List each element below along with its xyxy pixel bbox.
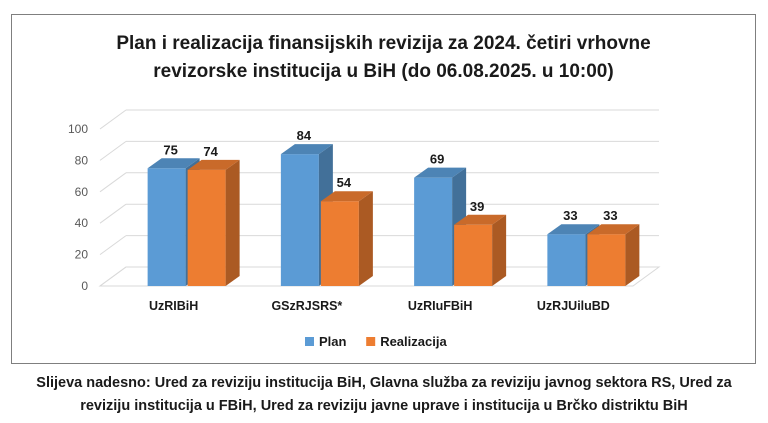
bar-top [547,224,600,235]
chart-title-line-1: Plan i realizacija finansijskih revizija… [116,33,651,54]
bar-side [625,224,640,286]
x-tick-label: UzRJUiluBD [537,299,610,313]
data-label: 69 [430,152,444,167]
data-label: 84 [297,128,312,143]
legend-swatch [366,337,376,346]
bar-top [320,191,373,202]
y-tick-label: 0 [81,279,88,293]
legend-swatch [305,337,314,346]
data-label: 75 [163,142,177,157]
data-label: 33 [563,208,577,223]
x-tick-label: UzRIuFBiH [408,299,473,313]
data-label: 74 [203,144,218,159]
data-label: 54 [337,175,352,190]
bar-front [187,169,226,286]
legend-label: Realizacija [380,334,447,349]
bar-top [587,224,640,235]
bar-side [358,191,373,286]
bar-front [147,168,186,286]
bar-front [587,234,626,286]
gridline-side [99,235,127,256]
y-tick-label: 60 [75,185,89,199]
bar-front [280,154,319,286]
chart-title-line-2: revizorske institucija u BiH (do 06.08.2… [153,61,614,82]
gridline-side [99,172,127,193]
x-tick-label: GSzRJSRS* [271,299,342,313]
bar-side [492,214,507,286]
y-tick-label: 40 [75,216,89,230]
x-tick-label: UzRIBiH [149,299,198,313]
y-tick-label: 20 [75,248,89,262]
bar-side [225,159,240,286]
bar-top [280,144,333,155]
gridline-side [99,109,127,130]
bar-top [454,214,507,225]
data-label: 33 [603,208,617,223]
caption: Slijeva nadesno: Ured za reviziju instit… [0,372,768,418]
data-label: 39 [470,199,484,214]
caption-line-1: Slijeva nadesno: Ured za reviziju instit… [36,375,732,391]
bar-front [547,234,586,286]
bar-top [414,167,467,178]
y-tick-label: 100 [68,122,88,136]
gridline-side [99,203,127,224]
gridline-side [99,140,127,161]
bar-front [454,224,493,286]
caption-line-2: reviziju institucija u FBiH, Ured za rev… [80,398,688,414]
chart-frame [11,14,756,364]
bar-top [187,159,240,170]
y-tick-label: 80 [75,153,89,167]
chart-title: Plan i realizacija finansijskih revizija… [11,30,756,86]
bar-front [320,201,359,286]
legend-label: Plan [319,334,347,349]
bar-top [147,158,200,169]
bar-front [414,177,453,286]
